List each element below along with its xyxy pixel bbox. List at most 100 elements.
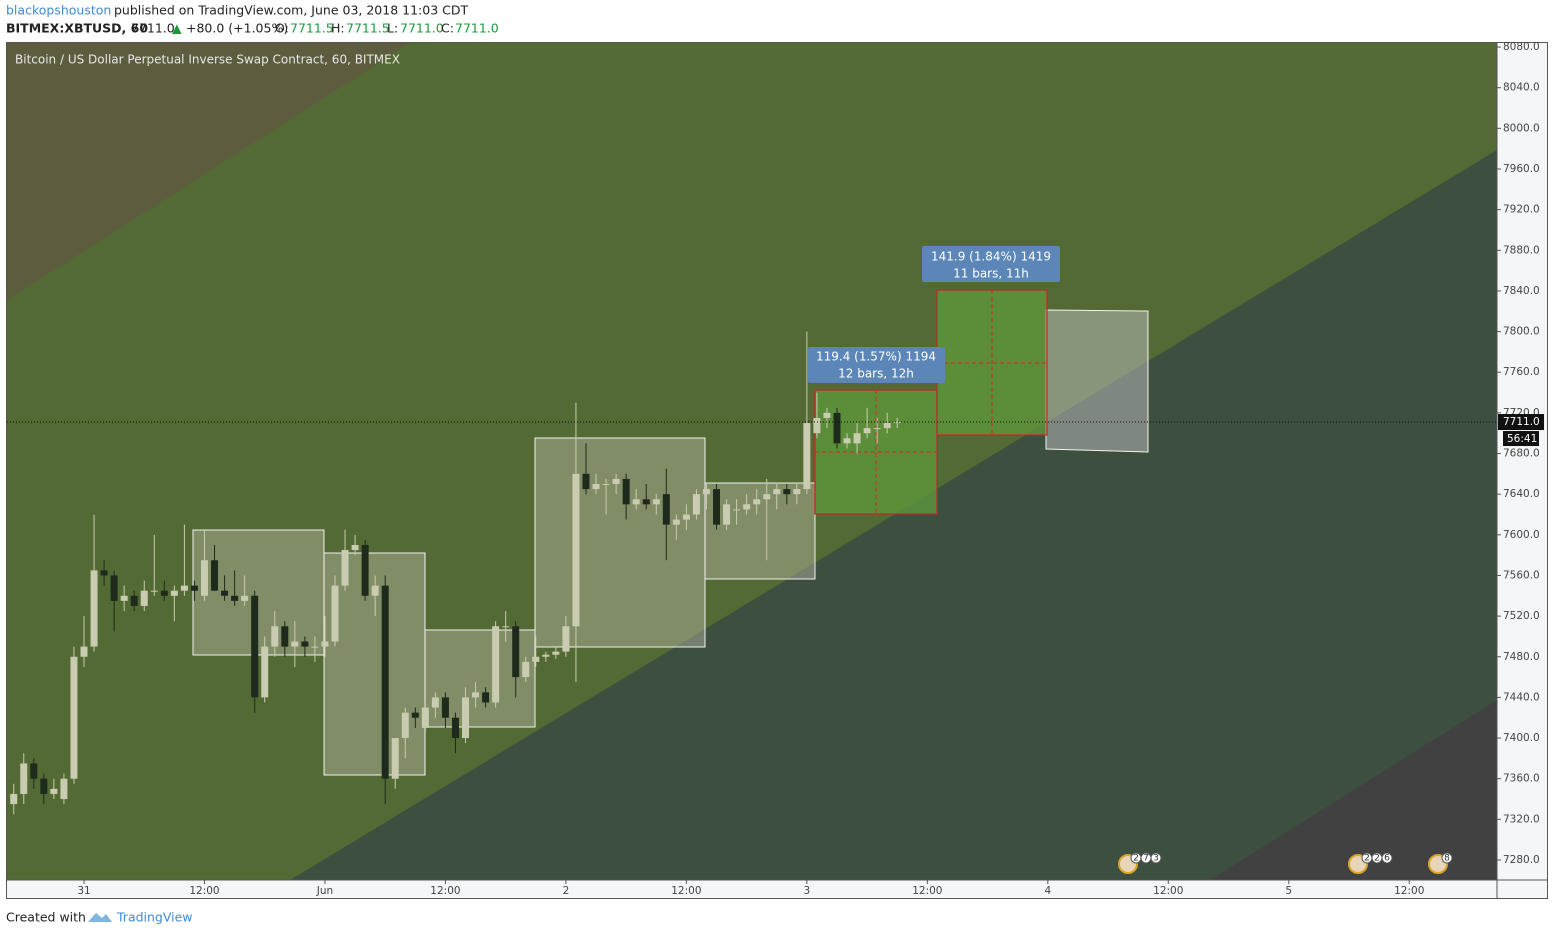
body <box>321 641 329 647</box>
body <box>833 412 841 444</box>
body <box>90 570 98 647</box>
body <box>612 478 620 485</box>
event-badge <box>1150 852 1162 864</box>
countdown: 56:41 <box>1507 433 1537 445</box>
x-axis-bg <box>7 880 1497 899</box>
y-tick-label: 7840.0 <box>1503 285 1540 297</box>
body <box>441 697 449 718</box>
change: +80.0 (+1.05%) <box>186 21 288 36</box>
h: 7711.5 <box>346 21 390 36</box>
body <box>150 590 158 592</box>
body <box>562 626 570 652</box>
body <box>592 484 600 490</box>
body <box>582 473 590 490</box>
event-count: 6 <box>1384 854 1390 864</box>
y-tick-label: 7440.0 <box>1503 691 1540 703</box>
body <box>843 438 851 444</box>
author[interactable]: blackopshouston <box>6 3 111 18</box>
logo <box>88 913 112 922</box>
body <box>853 433 861 444</box>
published: published on TradingView.com, June 03, 2… <box>114 3 468 18</box>
body <box>672 519 680 525</box>
body <box>291 641 299 647</box>
y-tick-label: 7960.0 <box>1503 163 1540 175</box>
last-price-label: 7711.0 <box>1503 416 1540 428</box>
body <box>492 626 500 703</box>
o: 7711.5 <box>290 21 334 36</box>
last: 7711.0 <box>131 21 175 36</box>
body <box>421 707 429 728</box>
body <box>682 514 690 520</box>
body <box>502 626 510 628</box>
body <box>351 544 359 551</box>
body <box>100 570 108 576</box>
y-tick-label: 7400.0 <box>1503 732 1540 744</box>
body <box>813 417 821 434</box>
measure-1: 141.9 (1.84%) 1419 <box>931 250 1051 264</box>
y-tick-label: 8080.0 <box>1503 41 1540 53</box>
body <box>431 697 439 708</box>
l: 7711.0 <box>400 21 444 36</box>
body <box>311 646 319 648</box>
frame <box>6 42 1548 899</box>
body <box>231 595 239 601</box>
measure-2: 11 bars, 11h <box>953 267 1029 281</box>
body <box>341 550 349 586</box>
body <box>10 793 18 805</box>
body <box>170 590 178 596</box>
y-tick-label: 7360.0 <box>1503 773 1540 785</box>
x-tick-label: 5 <box>1285 885 1292 897</box>
body <box>572 473 580 627</box>
body <box>512 626 520 678</box>
event-count: 3 <box>1153 854 1159 864</box>
x-tick-label: 12:00 <box>1153 885 1183 897</box>
box <box>704 482 816 580</box>
body <box>542 654 550 657</box>
body <box>893 422 901 424</box>
body <box>763 494 771 500</box>
body <box>361 544 369 596</box>
events[interactable]: 2 7 3 2 2 6 8 <box>1118 852 1453 874</box>
y-tick-label: 7560.0 <box>1503 569 1540 581</box>
y-tick-label: 7760.0 <box>1503 366 1540 378</box>
body <box>642 499 650 505</box>
y-tick-label: 7880.0 <box>1503 244 1540 256</box>
body <box>130 595 138 606</box>
body <box>371 585 379 596</box>
body <box>120 595 128 601</box>
event-badge <box>1441 852 1453 864</box>
body <box>823 412 831 418</box>
body <box>723 504 731 525</box>
body <box>713 489 721 525</box>
body <box>261 646 269 698</box>
footer-brand[interactable]: TradingView <box>116 910 193 925</box>
body <box>40 778 48 794</box>
body <box>773 489 781 495</box>
body <box>793 489 801 495</box>
y-tick-label: 7600.0 <box>1503 529 1540 541</box>
body <box>200 560 208 596</box>
event-count: 7 <box>1143 854 1149 864</box>
body <box>281 626 289 647</box>
body <box>743 504 751 510</box>
channel-top <box>7 43 410 300</box>
body <box>20 763 28 794</box>
body <box>190 585 198 591</box>
body <box>622 478 630 505</box>
body <box>140 590 148 606</box>
footer-created: Created with <box>6 910 86 925</box>
body <box>482 692 490 703</box>
x-tick-label: 12:00 <box>912 885 942 897</box>
body <box>522 661 530 678</box>
y-tick-label: 8040.0 <box>1503 82 1540 94</box>
body <box>30 763 38 779</box>
last-price-bg <box>1498 414 1544 431</box>
body <box>60 778 68 800</box>
body <box>110 575 118 601</box>
body <box>251 595 259 698</box>
measure-1: 119.4 (1.57%) 1194 <box>816 350 936 364</box>
h-label: H: <box>331 21 345 36</box>
y-tick-label: 7640.0 <box>1503 488 1540 500</box>
body <box>702 489 710 495</box>
body <box>50 788 58 794</box>
